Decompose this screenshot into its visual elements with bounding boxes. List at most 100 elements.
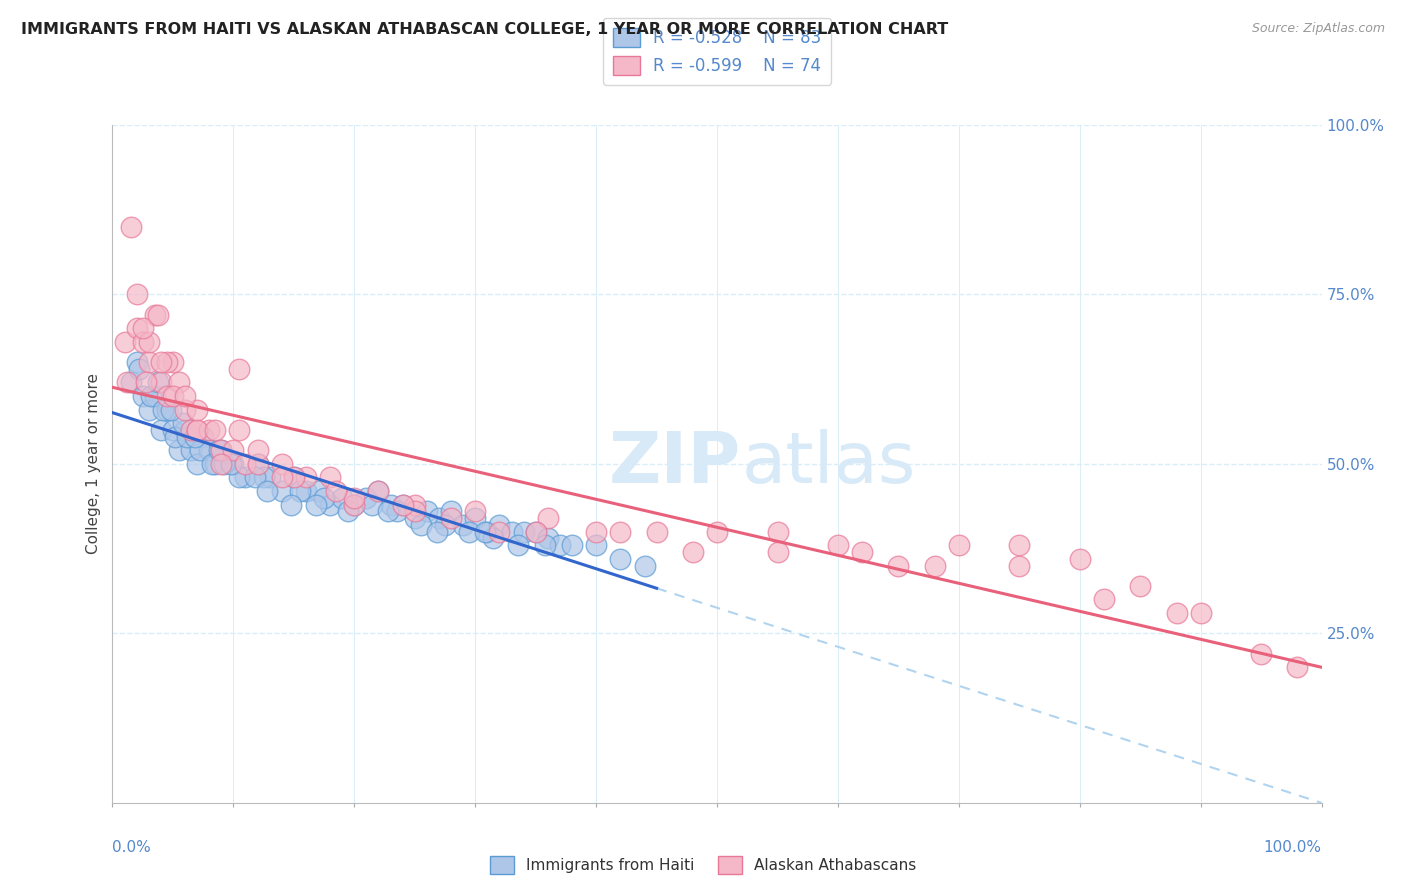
- Point: [325, 483, 347, 498]
- Point: [132, 389, 155, 403]
- Point: [209, 443, 232, 458]
- Point: [143, 308, 166, 322]
- Point: [162, 355, 184, 369]
- Point: [851, 545, 873, 559]
- Point: [148, 376, 170, 390]
- Point: [440, 511, 463, 525]
- Point: [609, 524, 631, 539]
- Point: [159, 402, 181, 417]
- Point: [204, 457, 226, 471]
- Point: [356, 491, 378, 505]
- Legend: R = -0.528    N = 83, R = -0.599    N = 74: R = -0.528 N = 83, R = -0.599 N = 74: [603, 18, 831, 85]
- Point: [391, 498, 413, 512]
- Point: [186, 457, 208, 471]
- Point: [120, 376, 142, 390]
- Point: [125, 321, 148, 335]
- Point: [488, 517, 510, 532]
- Point: [152, 402, 174, 417]
- Point: [314, 491, 336, 505]
- Point: [180, 423, 202, 437]
- Point: [120, 219, 142, 234]
- Point: [924, 558, 946, 573]
- Point: [304, 498, 326, 512]
- Point: [464, 511, 486, 525]
- Point: [246, 443, 269, 458]
- Point: [186, 402, 208, 417]
- Point: [425, 524, 447, 539]
- Point: [380, 498, 402, 512]
- Point: [149, 423, 172, 437]
- Point: [385, 504, 408, 518]
- Text: ZIP: ZIP: [609, 429, 741, 499]
- Point: [633, 558, 655, 573]
- Point: [506, 538, 529, 552]
- Point: [537, 511, 560, 525]
- Point: [191, 430, 215, 444]
- Point: [156, 402, 179, 417]
- Point: [706, 524, 728, 539]
- Point: [167, 376, 190, 390]
- Point: [682, 545, 704, 559]
- Point: [212, 457, 235, 471]
- Point: [270, 483, 292, 498]
- Point: [125, 287, 148, 301]
- Point: [283, 470, 305, 484]
- Text: Source: ZipAtlas.com: Source: ZipAtlas.com: [1251, 22, 1385, 36]
- Point: [183, 430, 205, 444]
- Point: [228, 423, 250, 437]
- Point: [1069, 551, 1091, 566]
- Point: [766, 524, 789, 539]
- Point: [243, 470, 266, 484]
- Point: [246, 457, 269, 471]
- Point: [149, 355, 172, 369]
- Point: [208, 443, 231, 458]
- Point: [409, 517, 432, 532]
- Point: [1286, 660, 1309, 674]
- Point: [138, 355, 160, 369]
- Point: [219, 457, 242, 471]
- Point: [451, 517, 474, 532]
- Point: [488, 524, 510, 539]
- Point: [128, 362, 150, 376]
- Point: [176, 430, 198, 444]
- Point: [115, 376, 138, 390]
- Point: [135, 376, 157, 390]
- Point: [766, 545, 789, 559]
- Point: [645, 524, 668, 539]
- Point: [167, 443, 190, 458]
- Point: [427, 511, 450, 525]
- Point: [138, 402, 160, 417]
- Point: [585, 524, 607, 539]
- Point: [114, 334, 136, 349]
- Point: [440, 504, 463, 518]
- Point: [524, 524, 547, 539]
- Point: [141, 389, 163, 403]
- Point: [585, 538, 607, 552]
- Point: [228, 470, 250, 484]
- Point: [283, 470, 305, 484]
- Point: [209, 443, 232, 458]
- Point: [132, 334, 155, 349]
- Point: [172, 416, 194, 430]
- Point: [561, 538, 583, 552]
- Point: [270, 470, 292, 484]
- Point: [512, 524, 534, 539]
- Point: [246, 457, 269, 471]
- Point: [165, 430, 187, 444]
- Point: [609, 551, 631, 566]
- Point: [1008, 538, 1031, 552]
- Point: [501, 524, 523, 539]
- Point: [288, 483, 311, 498]
- Point: [186, 423, 208, 437]
- Point: [948, 538, 970, 552]
- Point: [1166, 606, 1188, 620]
- Point: [180, 443, 202, 458]
- Point: [361, 498, 384, 512]
- Point: [188, 443, 211, 458]
- Point: [404, 504, 426, 518]
- Point: [280, 498, 302, 512]
- Point: [1092, 592, 1115, 607]
- Point: [474, 524, 496, 539]
- Point: [209, 457, 232, 471]
- Point: [482, 532, 505, 546]
